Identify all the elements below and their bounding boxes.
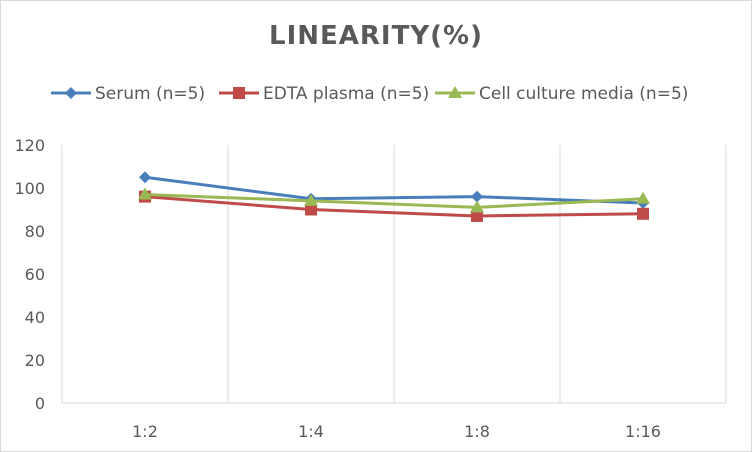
chart-title: LINEARITY(%) [269,21,483,51]
y-tick-label: 80 [25,222,45,241]
legend-label: EDTA plasma (n=5) [263,84,429,104]
legend-label: Serum (n=5) [95,84,205,104]
data-point [138,187,152,200]
y-tick-label: 40 [25,308,45,327]
y-tick-label: 20 [25,351,45,370]
data-point [636,191,650,204]
legend-marker [448,86,462,98]
legend-label: Cell culture media (n=5) [479,84,688,104]
data-point [637,207,649,220]
data-point [471,209,483,222]
series-line [144,195,644,218]
x-tick-label: 1:16 [625,422,661,441]
data-point [304,193,318,206]
x-tick-label: 1:8 [464,422,490,441]
series-line [144,175,644,205]
series-line [144,192,644,209]
data-point [139,171,151,184]
y-tick-label: 0 [35,394,45,413]
data-point [470,200,484,213]
y-tick-label: 100 [14,179,45,198]
data-point [305,203,317,216]
y-tick-label: 120 [14,136,45,155]
legend-marker [65,87,77,99]
y-tick-label: 60 [25,265,45,284]
data-point [471,190,483,203]
x-tick-label: 1:4 [298,422,324,441]
legend-marker [233,87,245,99]
x-tick-label: 1:2 [132,422,158,441]
